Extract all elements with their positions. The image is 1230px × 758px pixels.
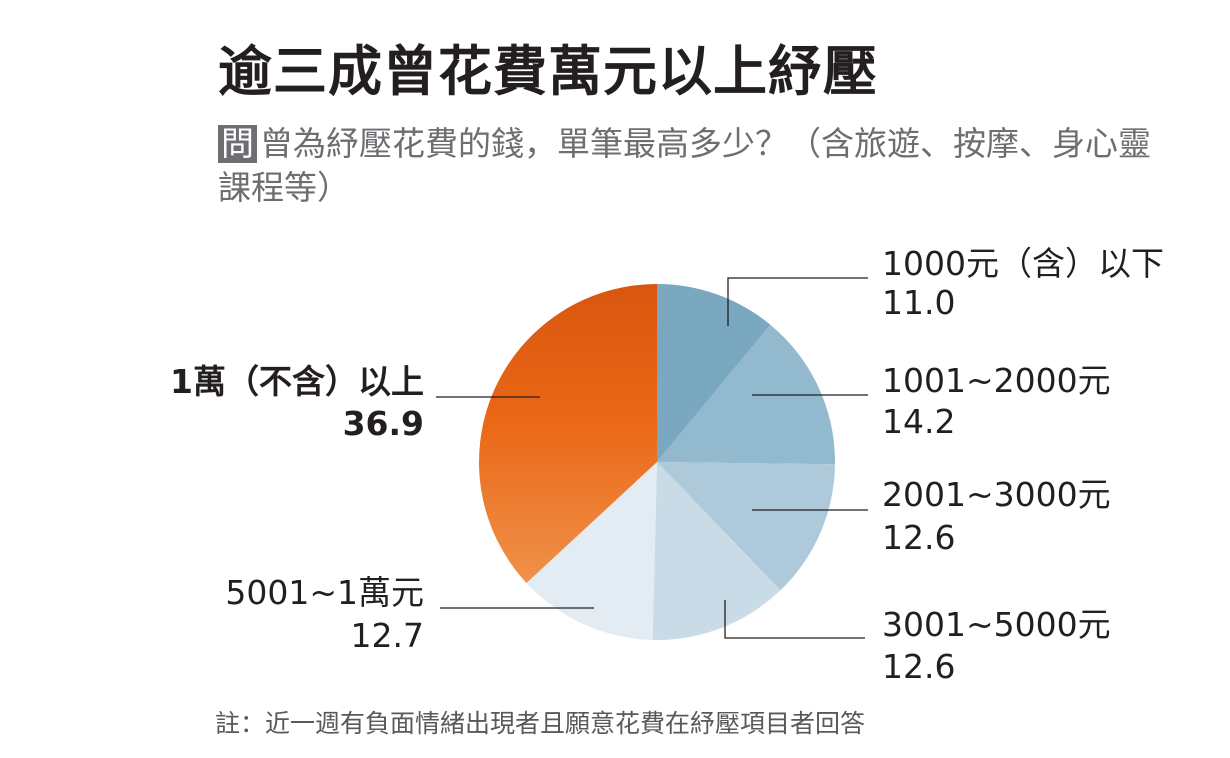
question-text: 曾為紓壓花費的錢，單筆最高多少？（含旅遊、按摩、身心靈課程等） <box>218 124 1151 207</box>
slice-value-label: 12.6 <box>882 518 955 557</box>
slice-value-label: 11.0 <box>882 283 955 322</box>
leader-line <box>727 277 868 326</box>
slice-label: 1001~2000元 <box>882 361 1111 400</box>
slice-value-label: 12.7 <box>351 616 424 655</box>
pie-slice <box>657 324 836 465</box>
slice-label: 1000元（含）以下 <box>882 244 1164 283</box>
slice-label: 1萬（不含）以上 <box>170 362 424 401</box>
chart-title: 逾三成曾花費萬元以上紓壓 <box>218 40 878 103</box>
slice-label: 2001~3000元 <box>882 475 1111 514</box>
slice-value-label: 36.9 <box>343 404 424 443</box>
slice-label: 3001~5000元 <box>882 605 1111 644</box>
slice-label: 5001~1萬元 <box>225 573 424 612</box>
pie-slice <box>657 284 771 462</box>
footnote: 註：近一週有負面情緒出現者且願意花費在紓壓項目者回答 <box>215 709 866 738</box>
slice-value-label: 12.6 <box>882 647 955 686</box>
pie-slice <box>479 284 657 584</box>
pie-slice <box>526 462 657 640</box>
leader-line <box>724 600 865 639</box>
pie-slice <box>657 462 835 591</box>
slice-value-label: 14.2 <box>882 402 955 441</box>
question: 問曾為紓壓花費的錢，單筆最高多少？（含旅遊、按摩、身心靈課程等） <box>218 122 1168 210</box>
pie-slice <box>652 462 781 640</box>
question-badge: 問 <box>218 125 257 163</box>
